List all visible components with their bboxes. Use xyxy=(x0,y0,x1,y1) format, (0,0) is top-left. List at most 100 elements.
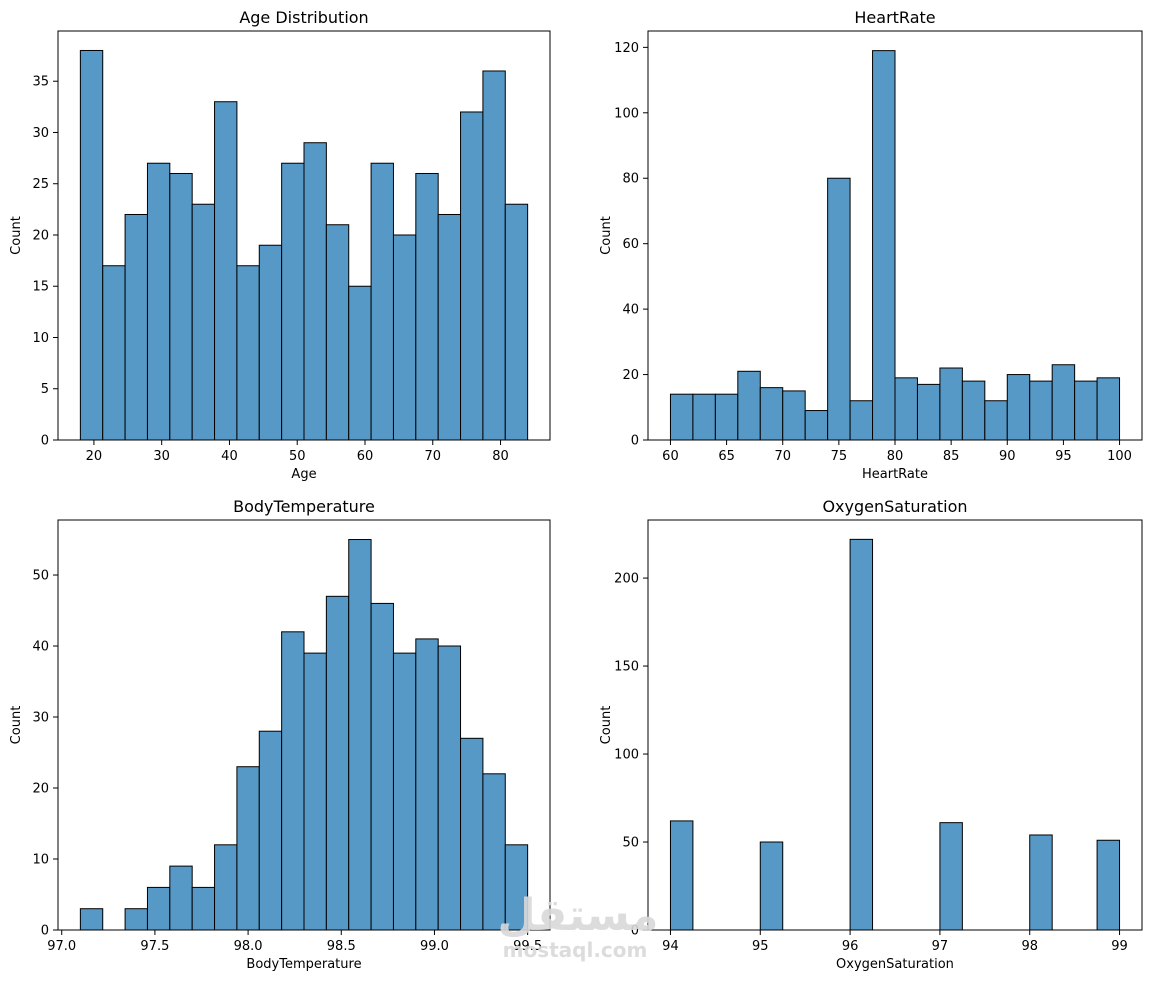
histogram-bar xyxy=(281,631,305,931)
x-tick-label: 80 xyxy=(492,449,509,464)
histogram-bar xyxy=(169,172,193,441)
histogram-bar xyxy=(759,387,784,441)
histogram-bar xyxy=(1051,364,1076,441)
histogram-bar xyxy=(961,380,986,441)
y-tick-label: 100 xyxy=(614,748,639,763)
axes-frame xyxy=(57,519,551,931)
histogram-bar xyxy=(1029,380,1053,441)
x-tick-label: 70 xyxy=(774,449,791,464)
histogram-bar xyxy=(79,49,104,441)
histogram-bar xyxy=(916,383,941,441)
y-tick-label: 20 xyxy=(32,228,49,243)
x-tick-label: 97.5 xyxy=(140,939,169,954)
axes-frame xyxy=(57,30,551,441)
y-tick-label: 50 xyxy=(32,569,49,584)
histogram-bar xyxy=(191,203,216,441)
histogram-bar xyxy=(437,645,462,931)
y-tick-label: 30 xyxy=(32,711,49,726)
x-tick-label: 95 xyxy=(1055,449,1072,464)
chart-title: HeartRate xyxy=(854,8,935,27)
y-axis-label: Count xyxy=(9,216,24,255)
histogram-bar xyxy=(482,70,506,441)
histogram-bar xyxy=(782,390,806,441)
histogram-bar xyxy=(1096,839,1121,931)
y-tick-label: 5 xyxy=(41,382,49,397)
x-tick-label: 94 xyxy=(662,939,679,954)
x-tick-label: 30 xyxy=(153,449,170,464)
x-tick-label: 65 xyxy=(718,449,735,464)
y-tick-label: 150 xyxy=(614,660,639,675)
histogram-bar xyxy=(504,203,529,441)
histogram-bar xyxy=(804,410,829,441)
histogram-bar xyxy=(939,822,963,931)
histogram-bar xyxy=(1096,377,1121,441)
histogram-bar xyxy=(124,213,148,441)
histogram-bar xyxy=(939,367,963,441)
histogram-bar xyxy=(759,841,784,931)
watermark: مستقل mostaql.com xyxy=(498,890,659,962)
x-tick-label: 98.5 xyxy=(327,939,356,954)
histogram-bar xyxy=(146,162,171,441)
chart-4: 94 95 96 97 98 99 0 50 100 150 200 OxygenSaturation… xyxy=(599,497,1143,972)
histogram-bar xyxy=(124,908,148,931)
y-tick-label: 0 xyxy=(631,434,639,449)
histogram-bar xyxy=(849,538,874,931)
y-tick-label: 40 xyxy=(622,303,639,318)
y-tick-label: 15 xyxy=(32,280,49,295)
x-axis-label: Age xyxy=(291,467,316,482)
histogram-bar xyxy=(348,539,372,931)
histogram-bar xyxy=(692,393,716,441)
x-tick-label: 99.0 xyxy=(420,939,449,954)
histogram-bar xyxy=(415,638,439,931)
y-tick-label: 10 xyxy=(32,331,49,346)
y-tick-label: 30 xyxy=(32,126,49,141)
histogram-bar xyxy=(1006,374,1031,441)
x-tick-label: 97.0 xyxy=(47,939,76,954)
histogram-bar xyxy=(102,265,126,441)
y-tick-label: 25 xyxy=(32,177,49,192)
y-tick-label: 50 xyxy=(622,836,639,851)
y-tick-label: 200 xyxy=(614,572,639,587)
histogram-bar xyxy=(370,162,394,441)
histogram-bar xyxy=(872,50,896,441)
x-tick-label: 100 xyxy=(1107,449,1132,464)
histogram-bar xyxy=(827,177,851,441)
histogram-bar xyxy=(348,285,372,441)
y-tick-label: 120 xyxy=(614,41,639,56)
y-tick-label: 100 xyxy=(614,106,639,121)
x-axis-label: BodyTemperature xyxy=(246,957,361,972)
histogram-bar xyxy=(325,224,350,441)
histogram-bar xyxy=(392,652,417,931)
x-tick-label: 75 xyxy=(831,449,848,464)
histogram-bar xyxy=(1074,380,1098,441)
histogram-bar xyxy=(1029,834,1053,931)
y-axis-label: Count xyxy=(9,706,24,745)
x-tick-label: 99.5 xyxy=(513,939,542,954)
y-tick-label: 0 xyxy=(631,924,639,939)
y-tick-label: 10 xyxy=(32,853,49,868)
axes-frame xyxy=(647,519,1143,931)
histogram-bar xyxy=(214,101,238,441)
histogram-bar xyxy=(214,844,238,931)
histogram-bar xyxy=(849,400,874,441)
x-tick-label: 85 xyxy=(943,449,960,464)
histogram-bar xyxy=(894,377,918,441)
histogram-bar xyxy=(437,213,462,441)
histogram-bar xyxy=(669,393,694,441)
y-axis-label: Count xyxy=(599,216,614,255)
histogram-bar xyxy=(191,886,216,931)
histogram-bar xyxy=(460,737,484,931)
chart-1: 20 30 40 50 60 70 80 0 5 10 15 20 25 30 35 Age Distribu… xyxy=(9,8,551,482)
x-tick-label: 20 xyxy=(86,449,103,464)
histogram-bar xyxy=(169,865,193,931)
histogram-bar xyxy=(392,234,417,441)
histogram-bar xyxy=(79,908,104,931)
watermark-site: mostaql.com xyxy=(503,938,648,962)
histogram-bar xyxy=(236,265,260,441)
histogram-bar xyxy=(370,602,394,931)
histogram-bar xyxy=(258,244,283,441)
y-tick-label: 0 xyxy=(41,924,49,939)
chart-title: BodyTemperature xyxy=(233,497,375,516)
